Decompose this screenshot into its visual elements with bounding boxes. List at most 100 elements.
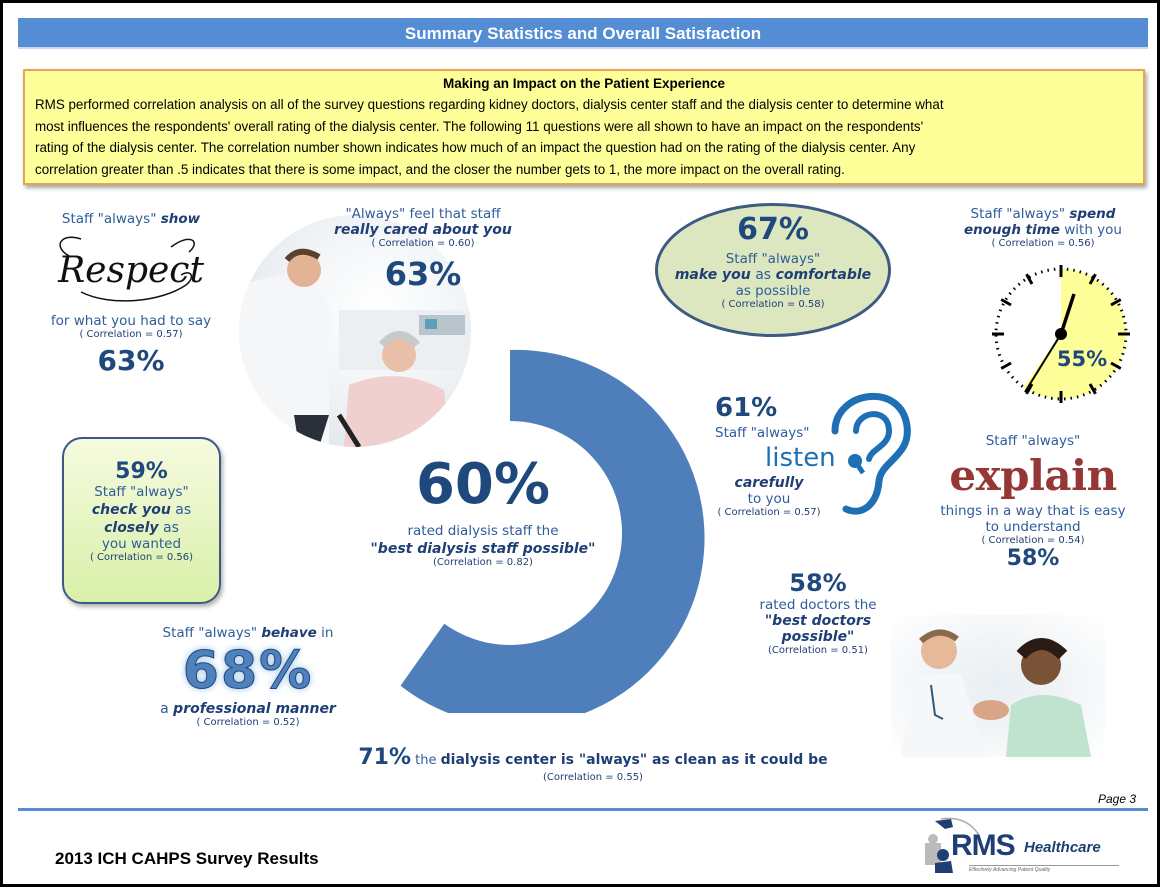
time-block: Staff "always" spend enough time with yo… bbox=[943, 206, 1143, 249]
explain-line1: Staff "always" bbox=[985, 433, 1081, 449]
clock-icon: 55% bbox=[992, 265, 1130, 403]
clean-percent: 71% bbox=[358, 745, 412, 770]
intro-line: RMS performed correlation analysis on al… bbox=[35, 97, 944, 112]
check-line1: Staff "always" bbox=[94, 484, 189, 500]
comfortable-emph-1: make you bbox=[674, 267, 751, 283]
explain-percent: 58% bbox=[1006, 546, 1060, 571]
staff-rating-percent: 60% bbox=[415, 452, 551, 517]
time-line1: Staff "always" bbox=[970, 206, 1070, 222]
behave-emph: behave bbox=[261, 625, 317, 641]
doctor-patient-illustration-icon bbox=[901, 629, 1091, 757]
behave-correlation: ( Correlation = 0.52) bbox=[196, 717, 300, 728]
staff-rating-line1: rated dialysis staff the bbox=[407, 523, 559, 539]
check-box bbox=[62, 437, 221, 604]
respect-graphic: Respect bbox=[41, 227, 221, 313]
explain-block: Staff "always" explain things in a way t… bbox=[933, 433, 1133, 571]
cared-line1: "Always" feel that staff bbox=[345, 206, 501, 222]
check-emph-1: check you bbox=[91, 502, 171, 518]
listen-word: listen bbox=[765, 443, 836, 473]
doctors-correlation: (Correlation = 0.51) bbox=[768, 645, 868, 656]
logo-sub: Healthcare bbox=[1024, 839, 1101, 856]
listen-correlation: ( Correlation = 0.57) bbox=[717, 507, 821, 518]
time-correlation: ( Correlation = 0.56) bbox=[991, 238, 1095, 249]
respect-line1: Staff "always" bbox=[61, 211, 161, 227]
behave-in: in bbox=[316, 625, 334, 641]
respect-line2: for what you had to say bbox=[50, 313, 212, 329]
clean-correlation: (Correlation = 0.55) bbox=[543, 772, 643, 783]
comfortable-percent: 67% bbox=[737, 212, 809, 247]
cared-block: "Always" feel that staff really cared ab… bbox=[303, 206, 543, 293]
staff-rating-donut-chart bbox=[400, 349, 705, 713]
svg-text:Respect: Respect bbox=[57, 250, 204, 291]
time-emph-1: spend bbox=[1069, 206, 1116, 222]
footer-divider bbox=[18, 808, 1148, 811]
behave-percent: 68% bbox=[182, 641, 314, 702]
listen-percent: 61% bbox=[715, 393, 778, 423]
doctor-elderly-patient-photo bbox=[891, 615, 1105, 757]
page-title: Summary Statistics and Overall Satisfact… bbox=[18, 18, 1148, 49]
behave-emph-2: professional manner bbox=[173, 701, 336, 717]
respect-percent: 63% bbox=[97, 344, 165, 377]
doctors-line1: rated doctors the bbox=[759, 597, 877, 613]
cared-line2: really cared about you bbox=[334, 222, 512, 238]
check-percent: 59% bbox=[115, 459, 168, 484]
check-line4: you wanted bbox=[101, 536, 182, 552]
comfortable-line3: as possible bbox=[735, 283, 811, 299]
intro-heading: Making an Impact on the Patient Experien… bbox=[442, 76, 726, 91]
clean-block: 71% the dialysis center is "always" as c… bbox=[343, 745, 843, 783]
puzzle-figure-icon bbox=[925, 817, 980, 873]
comfortable-as: as bbox=[750, 267, 776, 283]
explain-word: explain bbox=[949, 451, 1117, 500]
time-line2: with you bbox=[1059, 222, 1122, 238]
behave-a: a bbox=[160, 701, 174, 717]
check-emph-2: closely bbox=[104, 520, 159, 536]
rms-healthcare-logo: RMS Healthcare Effectively Advancing Pat… bbox=[921, 815, 1126, 877]
respect-correlation: ( Correlation = 0.57) bbox=[79, 329, 183, 340]
comfortable-emph-2: comfortable bbox=[775, 267, 872, 283]
time-emph-2: enough time bbox=[964, 222, 1060, 238]
staff-rating-line2: "best dialysis staff possible" bbox=[370, 541, 596, 557]
page-number: Page 3 bbox=[1098, 792, 1137, 806]
explain-correlation: ( Correlation = 0.54) bbox=[981, 535, 1085, 546]
staff-rating-correlation: (Correlation = 0.82) bbox=[433, 557, 533, 568]
logo-main: RMS bbox=[951, 829, 1016, 862]
donut-segment bbox=[400, 349, 705, 713]
listen-block: 61% Staff "always" bbox=[715, 393, 835, 441]
intro-line: most influences the respondents' overall… bbox=[35, 118, 924, 134]
intro-box: Making an Impact on the Patient Experien… bbox=[23, 69, 1145, 185]
respect-emphasis: show bbox=[160, 211, 201, 227]
comfortable-correlation: ( Correlation = 0.58) bbox=[721, 299, 825, 310]
comfortable-line1: Staff "always" bbox=[725, 251, 821, 267]
behave-line1: Staff "always" bbox=[162, 625, 262, 641]
doctor-patient-photo bbox=[239, 215, 471, 447]
check-block: 59% Staff "always" check you as closely … bbox=[62, 459, 221, 563]
comfortable-block: 67% Staff "always" make you as comfortab… bbox=[658, 212, 888, 311]
check-as-1: as bbox=[170, 502, 192, 518]
footer-title: 2013 ICH CAHPS Survey Results bbox=[55, 849, 319, 868]
behave-block: Staff "always" behave in 68% a professio… bbox=[148, 625, 348, 728]
explain-line2: things in a way that is easy bbox=[940, 503, 1126, 519]
intro-line: rating of the dialysis center. The corre… bbox=[35, 140, 916, 155]
logo-tagline: Effectively Advancing Patient Quality bbox=[969, 865, 1119, 873]
listen-emph: carefully bbox=[734, 475, 804, 491]
doctors-percent: 58% bbox=[789, 569, 847, 597]
listen-block-2: carefully to you ( Correlation = 0.57) bbox=[703, 475, 835, 518]
doctors-line2: "best doctors bbox=[764, 613, 872, 629]
clean-the: the bbox=[411, 753, 441, 768]
respect-script-icon: Respect bbox=[57, 236, 204, 302]
listen-line3: to you bbox=[747, 491, 791, 507]
cared-correlation: ( Correlation = 0.60) bbox=[371, 238, 475, 249]
cared-percent: 63% bbox=[384, 255, 462, 293]
intro-line: correlation greater than .5 indicates th… bbox=[35, 161, 845, 177]
doctors-block: 58% rated doctors the "best doctors poss… bbox=[748, 569, 888, 656]
respect-block: Staff "always" show Respect for what you… bbox=[41, 211, 221, 377]
time-percent: 55% bbox=[1057, 347, 1107, 371]
clean-text: dialysis center is "always" as clean as … bbox=[440, 752, 828, 768]
staff-rating-block: 60% rated dialysis staff the "best dialy… bbox=[368, 452, 598, 569]
listen-line1: Staff "always" bbox=[715, 425, 810, 441]
explain-line3: to understand bbox=[985, 519, 1081, 535]
comfortable-oval bbox=[655, 203, 891, 337]
check-as-2: as bbox=[158, 520, 179, 536]
ear-icon bbox=[831, 392, 911, 515]
